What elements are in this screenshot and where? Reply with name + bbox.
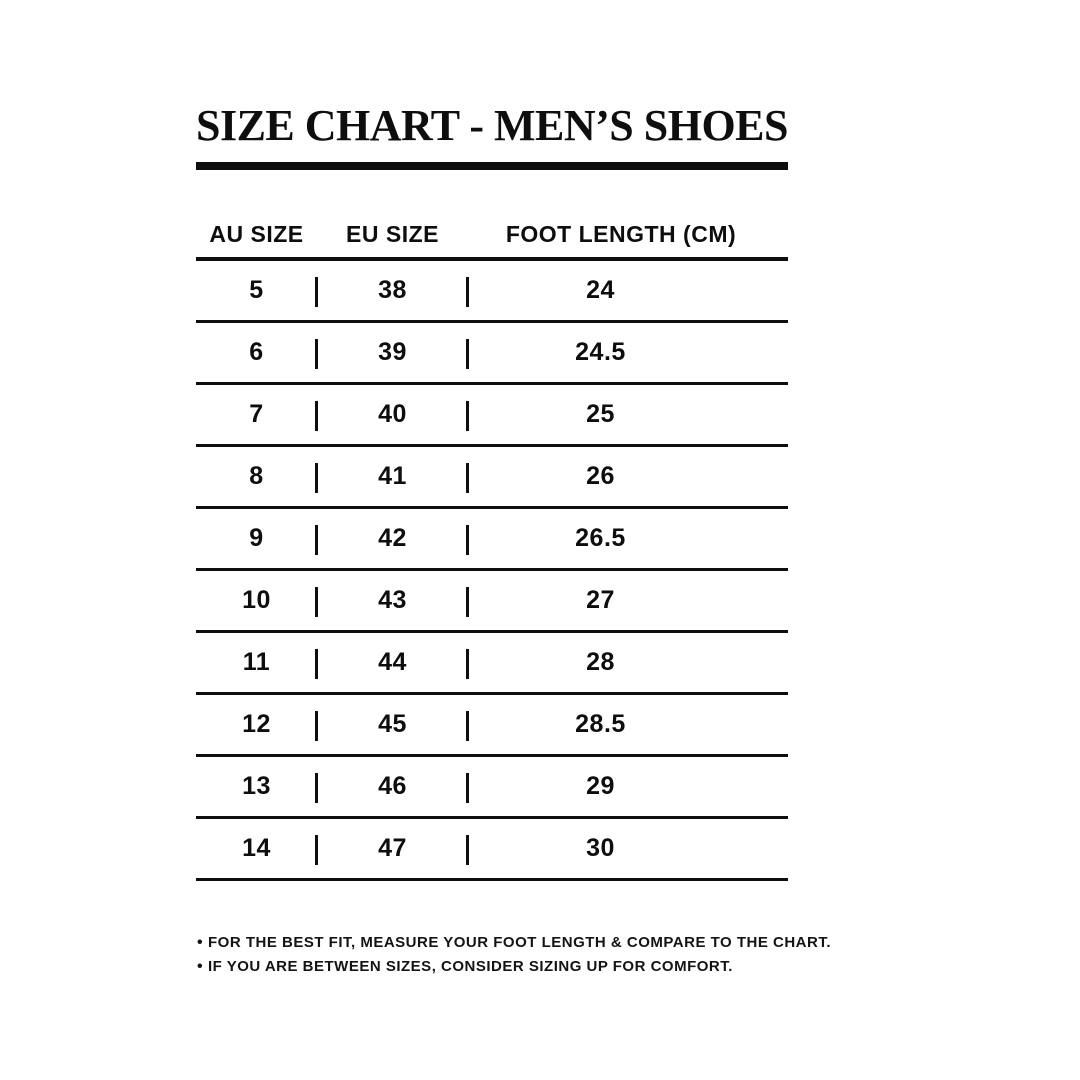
column-separator: [315, 339, 318, 369]
eu-size-value: 47: [378, 834, 407, 862]
footnote-line: • FOR THE BEST FIT, MEASURE YOUR FOOT LE…: [197, 931, 831, 955]
column-header-foot-length: FOOT LENGTH (CM): [505, 221, 737, 247]
column-separator: [466, 277, 469, 307]
au-size-value: 7: [249, 400, 264, 428]
table-row: 11 44 28: [196, 633, 788, 695]
table-row: 9 42 26.5: [196, 509, 788, 571]
column-separator: [315, 649, 318, 679]
column-separator: [315, 401, 318, 431]
page-title: SIZE CHART - MEN’S SHOES: [195, 101, 789, 150]
table-row: 5 38 24: [196, 261, 788, 323]
column-separator: [466, 773, 469, 803]
column-separator: [466, 649, 469, 679]
eu-size-value: 46: [378, 772, 407, 800]
foot-length-value: 26: [586, 462, 615, 490]
size-table-body: 5 38 24 6 39 24.5 7 40 25 8 41 26: [196, 261, 788, 881]
eu-size-value: 40: [378, 400, 407, 428]
table-row: 12 45 28.5: [196, 695, 788, 757]
foot-length-value: 30: [586, 834, 615, 862]
header-divider: [196, 257, 788, 261]
au-size-value: 11: [242, 648, 271, 676]
foot-length-value: 28: [586, 648, 615, 676]
table-row: 8 41 26: [196, 447, 788, 509]
au-size-value: 5: [249, 276, 264, 304]
column-separator: [466, 401, 469, 431]
eu-size-value: 41: [378, 462, 407, 490]
foot-length-value: 27: [586, 586, 615, 614]
table-row: 7 40 25: [196, 385, 788, 447]
foot-length-value: 26.5: [575, 524, 626, 552]
au-size-value: 12: [242, 710, 271, 738]
table-row: 13 46 29: [196, 757, 788, 819]
column-separator: [315, 773, 318, 803]
foot-length-value: 29: [586, 772, 615, 800]
column-separator: [466, 339, 469, 369]
column-separator: [466, 711, 469, 741]
column-separator: [315, 463, 318, 493]
foot-length-value: 25: [586, 400, 615, 428]
eu-size-value: 42: [378, 524, 407, 552]
title-divider: [196, 162, 788, 170]
column-separator: [315, 587, 318, 617]
footnote-text: IF YOU ARE BETWEEN SIZES, CONSIDER SIZIN…: [208, 958, 733, 975]
column-separator: [466, 463, 469, 493]
eu-size-value: 45: [378, 710, 407, 738]
column-header-au-size: AU SIZE: [209, 221, 304, 247]
au-size-value: 14: [242, 834, 271, 862]
au-size-value: 13: [242, 772, 271, 800]
foot-length-value: 28.5: [575, 710, 626, 738]
eu-size-value: 43: [378, 586, 407, 614]
column-separator: [315, 711, 318, 741]
eu-size-value: 38: [378, 276, 407, 304]
au-size-value: 10: [242, 586, 271, 614]
bullet-dot: •: [197, 934, 204, 951]
column-separator: [466, 835, 469, 865]
eu-size-value: 39: [378, 338, 407, 366]
foot-length-value: 24: [586, 276, 615, 304]
footnote-line: • IF YOU ARE BETWEEN SIZES, CONSIDER SIZ…: [197, 955, 831, 979]
column-separator: [466, 525, 469, 555]
au-size-value: 6: [249, 338, 264, 366]
column-header-eu-size: EU SIZE: [346, 221, 439, 247]
table-row: 6 39 24.5: [196, 323, 788, 385]
au-size-value: 8: [249, 462, 264, 490]
table-row: 10 43 27: [196, 571, 788, 633]
bullet-dot: •: [197, 958, 204, 975]
column-separator: [315, 835, 318, 865]
column-separator: [315, 277, 318, 307]
footnotes: • FOR THE BEST FIT, MEASURE YOUR FOOT LE…: [197, 931, 831, 979]
table-header-row: AU SIZE EU SIZE FOOT LENGTH (CM): [196, 212, 788, 257]
column-separator: [315, 525, 318, 555]
au-size-value: 9: [249, 524, 264, 552]
eu-size-value: 44: [378, 648, 407, 676]
column-separator: [466, 587, 469, 617]
table-row: 14 47 30: [196, 819, 788, 881]
foot-length-value: 24.5: [575, 338, 626, 366]
footnote-text: FOR THE BEST FIT, MEASURE YOUR FOOT LENG…: [208, 934, 832, 951]
